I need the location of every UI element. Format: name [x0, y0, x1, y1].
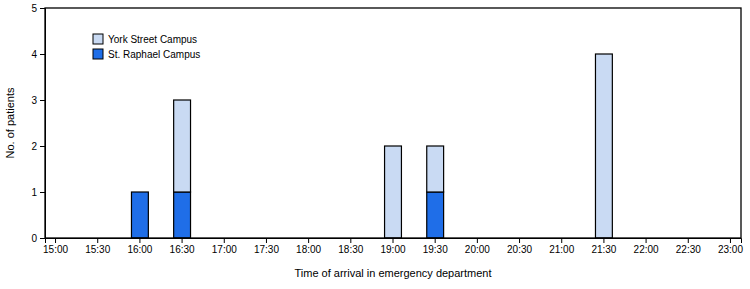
x-tick-mark	[97, 238, 98, 243]
y-tick: 3	[31, 95, 45, 106]
x-tick: 17:00	[212, 238, 237, 255]
plot-frame	[45, 8, 741, 238]
y-tick-mark	[40, 100, 45, 101]
x-tick-mark	[308, 238, 309, 243]
legend-swatch	[93, 49, 103, 59]
x-tick: 21:00	[549, 238, 574, 255]
bar	[427, 192, 444, 238]
x-tick-label: 20:00	[465, 244, 490, 255]
x-axis-line	[46, 239, 742, 244]
legend-label: St. Raphael Campus	[108, 49, 200, 60]
x-tick-mark	[730, 238, 731, 243]
x-tick: 19:30	[423, 238, 448, 255]
x-tick-mark	[603, 238, 604, 243]
x-tick-label: 18:30	[338, 244, 363, 255]
y-tick: 4	[31, 49, 45, 60]
y-tick-label: 2	[31, 141, 37, 152]
y-tick-label: 5	[31, 3, 37, 14]
x-tick: 16:30	[170, 238, 195, 255]
x-tick: 18:00	[296, 238, 321, 255]
y-tick: 0	[31, 233, 45, 244]
plot-area	[131, 54, 612, 238]
x-tick-mark	[393, 238, 394, 243]
x-tick-mark	[646, 238, 647, 243]
x-tick: 16:00	[127, 238, 152, 255]
x-tick-mark	[182, 238, 183, 243]
x-axis-title: Time of arrival in emergency department	[294, 267, 491, 279]
x-tick: 15:30	[85, 238, 110, 255]
x-tick-label: 18:00	[296, 244, 321, 255]
x-tick-label: 23:00	[718, 244, 743, 255]
legend-label: York Street Campus	[108, 34, 197, 45]
x-tick: 20:30	[507, 238, 532, 255]
x-tick-label: 22:30	[676, 244, 701, 255]
x-tick: 17:30	[254, 238, 279, 255]
y-axis: 0 1 2 3 4 5	[31, 3, 45, 244]
x-tick-mark	[435, 238, 436, 243]
x-tick-label: 15:00	[43, 244, 68, 255]
x-tick-mark	[55, 238, 56, 243]
y-axis-line	[40, 9, 46, 239]
legend: York Street Campus St. Raphael Campus	[93, 34, 200, 60]
x-tick-mark	[688, 238, 689, 243]
x-tick-label: 22:00	[634, 244, 659, 255]
x-tick-label: 17:30	[254, 244, 279, 255]
x-tick-mark	[519, 238, 520, 243]
y-tick-mark	[40, 54, 45, 55]
bar	[595, 54, 612, 238]
y-tick-label: 0	[31, 233, 37, 244]
x-tick-label: 16:30	[170, 244, 195, 255]
x-tick: 19:00	[380, 238, 405, 255]
x-tick-label: 17:00	[212, 244, 237, 255]
bar	[385, 146, 402, 238]
y-tick-mark	[40, 238, 45, 239]
x-tick-label: 16:00	[127, 244, 152, 255]
x-tick: 18:30	[338, 238, 363, 255]
bar	[131, 192, 148, 238]
x-tick: 23:00	[718, 238, 743, 255]
bar	[174, 100, 191, 192]
series	[174, 54, 613, 238]
x-tick-mark	[477, 238, 478, 243]
y-axis-title: No. of patients	[4, 87, 16, 158]
x-tick-label: 19:30	[423, 244, 448, 255]
x-tick-mark	[350, 238, 351, 243]
bar	[174, 192, 191, 238]
y-tick-mark	[40, 192, 45, 193]
x-tick-mark	[224, 238, 225, 243]
x-tick-label: 15:30	[85, 244, 110, 255]
x-tick-label: 19:00	[380, 244, 405, 255]
x-tick: 20:00	[465, 238, 490, 255]
x-axis: 15:00 15:30 16:00 16:30 17:00 17:30 18:00 18:30…	[43, 238, 743, 255]
legend-swatch	[93, 34, 103, 44]
y-tick-label: 1	[31, 187, 37, 198]
y-tick: 1	[31, 187, 45, 198]
x-tick-mark	[139, 238, 140, 243]
x-tick-label: 21:30	[591, 244, 616, 255]
x-tick-mark	[266, 238, 267, 243]
y-tick-label: 4	[31, 49, 37, 60]
y-tick-label: 3	[31, 95, 37, 106]
x-tick: 21:30	[591, 238, 616, 255]
bar	[131, 191, 148, 192]
y-tick: 5	[31, 3, 45, 14]
x-tick-label: 21:00	[549, 244, 574, 255]
y-tick-mark	[40, 146, 45, 147]
y-tick: 2	[31, 141, 45, 152]
x-tick: 15:00	[43, 238, 68, 255]
y-tick-mark	[40, 8, 45, 9]
x-tick: 22:00	[634, 238, 659, 255]
chart: 15:00 15:30 16:00 16:30 17:00 17:30 18:00 18:30…	[0, 0, 750, 289]
x-tick-label: 20:30	[507, 244, 532, 255]
bar	[427, 146, 444, 192]
x-tick-mark	[561, 238, 562, 243]
x-tick: 22:30	[676, 238, 701, 255]
